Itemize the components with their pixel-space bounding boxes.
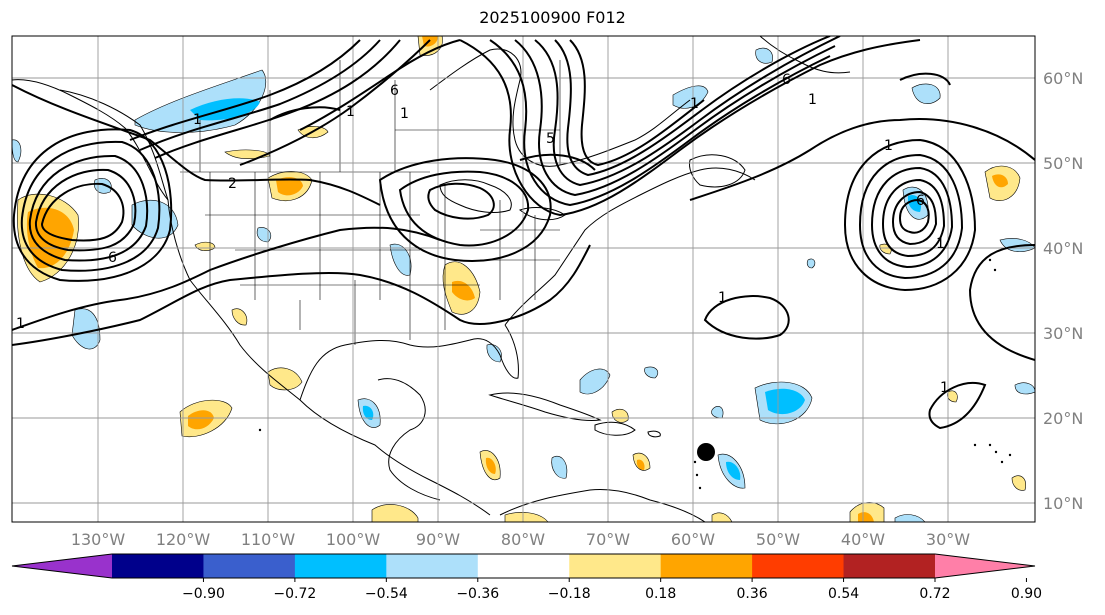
colorbar-segment [203,554,296,578]
contour-label: 1 [690,96,699,112]
lon-label: 130°W [71,530,126,549]
colorbar-tick-label: −0.54 [365,586,408,602]
colorbar-extend-low [12,554,112,578]
contour-label: 1 [940,380,949,396]
contour-label: 1 [16,316,25,332]
latitude-labels: 60°N 50°N 40°N 30°N 20°N 10°N [1043,69,1083,513]
colorbar-tick-label: 0.72 [919,586,950,602]
contour-label: 1 [193,112,202,128]
map-frame [11,35,1036,523]
contour-lines [12,36,1035,430]
state-borders [180,60,561,345]
colorbar-labels: −0.90 −0.72 −0.54 −0.36 −0.18 0.18 0.36 0.54 0.7… [182,578,1042,602]
lon-label: 60°W [671,530,715,549]
lon-label: 100°W [326,530,381,549]
colorbar-segment [660,554,753,578]
colorbar [11,553,1036,579]
contour-label: 6 [390,83,399,99]
lat-label: 40°N [1043,239,1083,258]
colorbar-segment [752,554,845,578]
contour-label: 2 [228,176,237,192]
colorbar-tick-label: 0.54 [828,586,859,602]
lat-label: 10°N [1043,494,1083,513]
contour-label: 1 [346,104,355,120]
colorbar-extend-high [935,554,1035,578]
lon-label: 50°W [756,530,800,549]
contour-label: 1 [718,290,727,306]
contour-label: 1 [808,92,817,108]
lat-label: 50°N [1043,154,1083,173]
contour-label-group: 1 6 1 2 6 1 5 1 6 1 1 1 6 1 1 1 [16,72,949,396]
lat-label: 60°N [1043,69,1083,88]
colorbar-segment [294,554,387,578]
colorbar-outline [11,553,1036,579]
colorbar-segment [843,554,936,578]
lon-label: 30°W [926,530,970,549]
map-title: 2025100900 F012 [479,8,626,27]
colorbar-tick-label: 0.90 [1011,586,1042,602]
lat-label: 20°N [1043,409,1083,428]
colorbar-tick-label: 0.36 [737,586,768,602]
colorbar-segment [112,554,204,578]
contour-label: 6 [916,193,925,209]
lon-label: 80°W [501,530,545,549]
colorbar-tick-label: −0.18 [548,586,591,602]
lon-label: 90°W [416,530,460,549]
colorbar-tick-label: −0.36 [456,586,499,602]
lat-label: 30°N [1043,324,1083,343]
contour-label: 6 [782,72,791,88]
longitude-labels: 130°W 120°W 110°W 100°W 90°W 80°W 70°W 6… [71,530,970,549]
colorbar-tick-label: −0.72 [273,586,316,602]
anomaly-fills [12,36,1035,522]
contour-label: 1 [400,106,409,122]
colorbar-segment [477,554,570,578]
island-dots [258,258,1012,490]
contour-label: 1 [936,236,945,252]
contour-label: 1 [884,138,893,154]
colorbar-tick-label: 0.18 [645,586,676,602]
contour-label: 5 [546,131,555,147]
contour-label: 6 [108,250,117,266]
colorbar-segment [569,554,662,578]
lon-label: 110°W [241,530,296,549]
colorbar-segment [386,554,479,578]
storm-center-marker [697,443,715,461]
lon-label: 120°W [156,530,211,549]
lon-label: 70°W [586,530,630,549]
lon-label: 40°W [841,530,885,549]
colorbar-tick-label: −0.90 [182,586,225,602]
